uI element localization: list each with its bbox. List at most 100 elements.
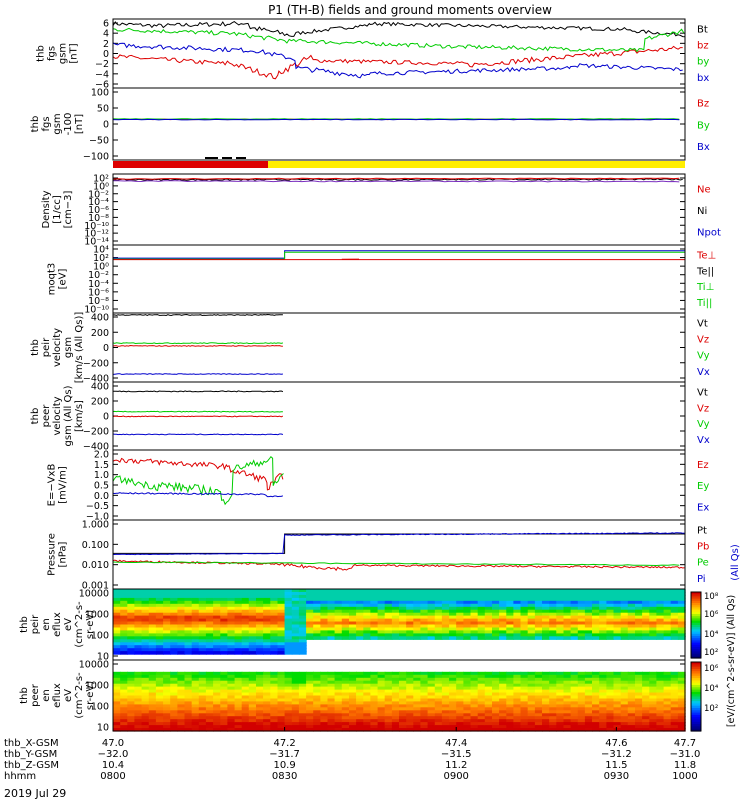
legend-peir_velocity-0: Vt bbox=[697, 319, 708, 330]
spectro-cell bbox=[592, 636, 600, 640]
spectro-cell bbox=[192, 651, 200, 655]
ylabel-peer_velocity-1: peer bbox=[41, 404, 52, 428]
spectro-cell bbox=[499, 636, 507, 640]
legend-pressure-0: Pt bbox=[697, 526, 707, 537]
ytick-fgs_fixed-2: 0 bbox=[103, 120, 109, 131]
xaxis-hhmm-3: 0930 bbox=[604, 771, 629, 782]
xaxis-row-label-2: thb_Z-GSM bbox=[4, 760, 59, 771]
xaxis-y-3: −31.2 bbox=[601, 749, 632, 760]
panel-pressure: Pressure[nPa]1.0000.1000.0100.001PtPbPeP… bbox=[47, 520, 742, 592]
mode-bar-yellow bbox=[268, 161, 685, 168]
ylabel-peer_velocity-0: thb bbox=[30, 408, 41, 425]
npot-line bbox=[113, 181, 679, 182]
ylabel-peir_velocity-0: thb bbox=[30, 339, 41, 356]
spectro-cell bbox=[506, 636, 514, 640]
mode-bar-tick-1 bbox=[222, 157, 232, 159]
spectro-cell bbox=[285, 651, 293, 655]
legend-temperature-0: Te⊥ bbox=[696, 250, 716, 261]
ylabel-temperature-1: [eV] bbox=[58, 269, 69, 290]
ytick-peer_velocity-3: −200 bbox=[83, 427, 109, 438]
legend-density-1: Ni bbox=[697, 206, 707, 217]
ytick-peir_eflux-0: 10000 bbox=[79, 589, 109, 600]
spectro-cell bbox=[134, 651, 142, 655]
ylabel-peer_eflux-0: thb bbox=[19, 687, 30, 704]
ytick-peer_eflux-2: 100 bbox=[91, 702, 109, 713]
legend-peir_velocity-2: Vy bbox=[697, 351, 710, 362]
spectro-cell bbox=[370, 636, 378, 640]
ylabel-fgs_fixed-3: -100 bbox=[63, 113, 74, 136]
legend-efield-1: Ey bbox=[697, 481, 709, 492]
ylabel-peir_eflux-5: (cm^2-s- bbox=[74, 601, 85, 648]
spectro-cell bbox=[578, 636, 586, 640]
spectro-cell bbox=[156, 651, 164, 655]
spectro-cell bbox=[549, 636, 557, 640]
xaxis-x-4: 47.7 bbox=[674, 738, 696, 749]
xaxis-hhmm-0: 0800 bbox=[100, 771, 125, 782]
mode-bar-tick-0 bbox=[205, 157, 218, 159]
xaxis-y-0: −32.0 bbox=[98, 749, 129, 760]
legend-fgs_ylim-0: Bt bbox=[697, 25, 708, 36]
spectro-cell bbox=[356, 636, 364, 640]
ylabel-density-2: [cm−3] bbox=[63, 191, 74, 229]
spectro-cell bbox=[513, 636, 521, 640]
legend-temperature-1: Te|| bbox=[696, 266, 714, 277]
spectro-cell bbox=[556, 636, 564, 640]
spectro-cell bbox=[127, 651, 135, 655]
spectro-cell bbox=[120, 651, 128, 655]
legend-pressure-2: Pe bbox=[697, 558, 709, 569]
ytick-peer_velocity-0: 400 bbox=[91, 382, 109, 393]
legend-density-0: Ne bbox=[697, 184, 711, 195]
ytick-pressure-1: 0.100 bbox=[82, 540, 109, 551]
ylabel-peer_eflux-1: peer bbox=[30, 683, 41, 707]
spectro-cell bbox=[363, 636, 371, 640]
spectro-cell bbox=[328, 636, 336, 640]
xaxis-x-0: 47.0 bbox=[102, 738, 124, 749]
ytick-fgs_fixed-4: −100 bbox=[83, 152, 109, 163]
ytick-peer_eflux-0: 10000 bbox=[79, 660, 109, 671]
frame-fgs-fixed bbox=[113, 88, 685, 160]
spectro-cell bbox=[270, 651, 278, 655]
mode-bar-red bbox=[113, 161, 268, 168]
pi-line bbox=[113, 533, 684, 555]
spectro-cell bbox=[199, 651, 207, 655]
spectro-cell bbox=[378, 636, 386, 640]
spectro-cell bbox=[242, 651, 250, 655]
spectro-cell bbox=[149, 651, 157, 655]
bt-line bbox=[113, 22, 685, 37]
ylabel-fgs_ylim-2: gsm bbox=[58, 43, 69, 64]
spectro-cell bbox=[385, 636, 393, 640]
legend-fgs_fixed-0: Bz bbox=[697, 99, 709, 110]
series-fgs-ylim bbox=[113, 19, 685, 88]
spectro-cell bbox=[435, 636, 443, 640]
spectro-cell bbox=[342, 636, 350, 640]
legend-pressure-1: Pb bbox=[697, 542, 709, 553]
ylabel-fgs_fixed-4: [nT] bbox=[74, 114, 85, 134]
xaxis-hhmm-4: 1000 bbox=[672, 771, 697, 782]
ytick-peer_eflux-1: 1000 bbox=[85, 681, 109, 692]
spectro-cell bbox=[635, 636, 643, 640]
colorbar-label-1: 10⁶ bbox=[704, 610, 719, 620]
peir-velocity-vx-line bbox=[113, 374, 283, 375]
xaxis-z-0: 10.4 bbox=[102, 760, 124, 771]
legend-efield-0: Ez bbox=[697, 460, 709, 471]
spectro-cell bbox=[399, 636, 407, 640]
spectro-cell bbox=[142, 651, 150, 655]
date-label: 2019 Jul 29 bbox=[4, 787, 66, 800]
spectro-cell bbox=[306, 636, 314, 640]
spectro-cell bbox=[113, 651, 121, 655]
colorbar-unit: [eV/(cm^2-s-sr-eV)] (All Qs) bbox=[726, 595, 737, 727]
legend-peir_velocity-1: Vz bbox=[697, 335, 709, 346]
spectro-cell bbox=[177, 651, 185, 655]
xaxis-z-1: 10.9 bbox=[273, 760, 295, 771]
ytick-pressure-0: 1.000 bbox=[82, 520, 109, 531]
frame-peir-velocity bbox=[113, 313, 685, 382]
spectro-cell bbox=[292, 651, 300, 655]
spectro-cell bbox=[185, 651, 193, 655]
colorbar-label-3: 10² bbox=[704, 648, 718, 658]
ylabel-peir_eflux-0: thb bbox=[19, 616, 30, 633]
xaxis-row-label-3: hhmm bbox=[4, 771, 36, 782]
spectro-cell bbox=[256, 651, 264, 655]
ylabel-peir_eflux-4: eV bbox=[63, 618, 74, 631]
ytick-peer_eflux-3: 10 bbox=[97, 723, 109, 734]
